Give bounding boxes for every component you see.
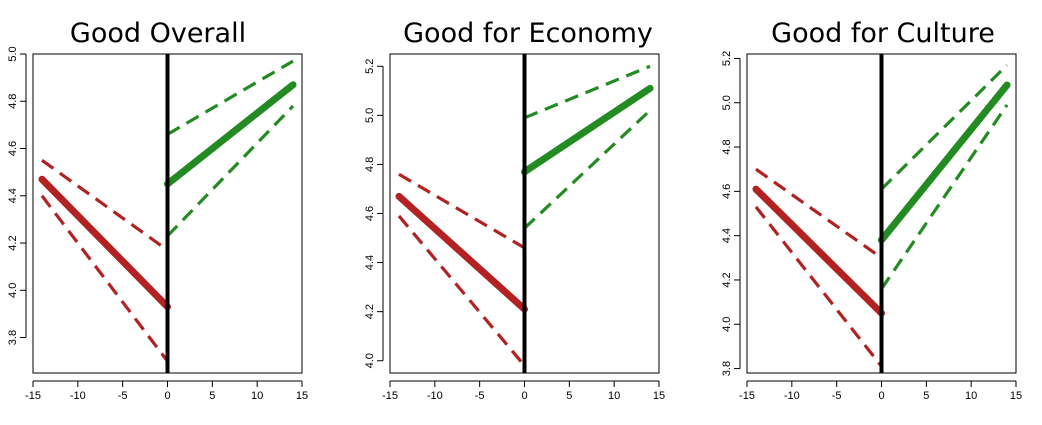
y-tick-label: 5.0 bbox=[7, 46, 19, 61]
right-upper-ci-line bbox=[523, 64, 651, 120]
y-tick-label: 4.0 bbox=[7, 283, 19, 298]
left-lower-ci-line bbox=[40, 194, 169, 363]
y-tick-label: 4.6 bbox=[7, 141, 19, 156]
right-estimate-line bbox=[878, 81, 1011, 244]
panel-title: Good Overall bbox=[70, 18, 246, 49]
x-tick-label: 15 bbox=[653, 390, 665, 402]
y-tick-label: 3.8 bbox=[7, 330, 19, 345]
left-lower-ci-line bbox=[397, 214, 526, 367]
x-tick-label: -15 bbox=[739, 390, 755, 402]
right-lower-ci-line bbox=[523, 109, 652, 230]
panel-1: Good Overall -15 -10 -5 0 5 10 15 3.8 4.0 4.2 4.4 4.… bbox=[7, 18, 308, 402]
x-tick-label: 5 bbox=[923, 390, 929, 402]
panel-3: Good for Culture -15 -10 -5 0 5 10 15 3.8 4.0 4.2 4… bbox=[721, 18, 1022, 402]
y-tick-label: 5.0 bbox=[721, 95, 733, 110]
left-upper-ci-line bbox=[41, 159, 169, 252]
y-tick-label: 3.8 bbox=[721, 361, 733, 376]
y-tick-label: 5.2 bbox=[721, 51, 733, 66]
left-estimate-line bbox=[395, 192, 528, 313]
y-tick-label: 5.2 bbox=[364, 59, 376, 74]
x-tick-label: -5 bbox=[832, 390, 842, 402]
x-tick-label: 0 bbox=[878, 390, 884, 402]
left-estimate-line bbox=[38, 175, 171, 311]
x-tick-label: 10 bbox=[608, 390, 620, 402]
y-tick-label: 4.8 bbox=[7, 94, 19, 109]
x-tick-label: -10 bbox=[784, 390, 800, 402]
x-tick-label: -10 bbox=[427, 390, 443, 402]
left-lower-ci-line bbox=[754, 205, 883, 368]
x-tick-label: 10 bbox=[965, 390, 977, 402]
y-tick-label: 5.0 bbox=[364, 108, 376, 123]
right-lower-ci-line bbox=[880, 104, 1009, 290]
x-tick-label: -10 bbox=[70, 390, 86, 402]
panel-2: Good for Economy -15 -10 -5 0 5 10 15 4.0 4.2 4.4 4… bbox=[364, 18, 665, 402]
right-lower-ci-line bbox=[166, 104, 295, 238]
y-tick-label: 4.0 bbox=[721, 317, 733, 332]
panel-title: Good for Economy bbox=[403, 18, 653, 49]
right-estimate-line bbox=[521, 84, 654, 176]
x-tick-label: 15 bbox=[1010, 390, 1022, 402]
y-tick-label: 4.6 bbox=[364, 206, 376, 221]
x-tick-label: 5 bbox=[566, 390, 572, 402]
x-tick-label: -15 bbox=[25, 390, 41, 402]
panel-title: Good for Culture bbox=[771, 18, 995, 49]
y-tick-label: 4.4 bbox=[364, 255, 376, 270]
y-tick-label: 4.0 bbox=[364, 353, 376, 368]
x-tick-label: -15 bbox=[382, 390, 398, 402]
x-tick-label: -5 bbox=[118, 390, 128, 402]
left-estimate-line bbox=[752, 185, 885, 317]
left-upper-ci-line bbox=[755, 167, 883, 260]
left-upper-ci-line bbox=[398, 172, 526, 250]
y-tick-label: 4.2 bbox=[364, 304, 376, 319]
right-estimate-line bbox=[164, 81, 297, 188]
x-tick-label: -5 bbox=[475, 390, 485, 402]
y-tick-label: 4.8 bbox=[364, 157, 376, 172]
y-tick-label: 4.2 bbox=[7, 235, 19, 250]
y-tick-label: 4.6 bbox=[721, 184, 733, 199]
x-tick-label: 5 bbox=[209, 390, 215, 402]
y-tick-label: 4.4 bbox=[7, 188, 19, 203]
right-upper-ci-line bbox=[166, 59, 294, 136]
y-tick-label: 4.4 bbox=[721, 228, 733, 243]
x-tick-label: 15 bbox=[296, 390, 308, 402]
right-upper-ci-line bbox=[880, 63, 1009, 191]
y-tick-label: 4.2 bbox=[721, 272, 733, 287]
x-tick-label: 10 bbox=[251, 390, 263, 402]
y-tick-label: 4.8 bbox=[721, 139, 733, 154]
x-tick-label: 0 bbox=[521, 390, 527, 402]
x-tick-label: 0 bbox=[164, 390, 170, 402]
